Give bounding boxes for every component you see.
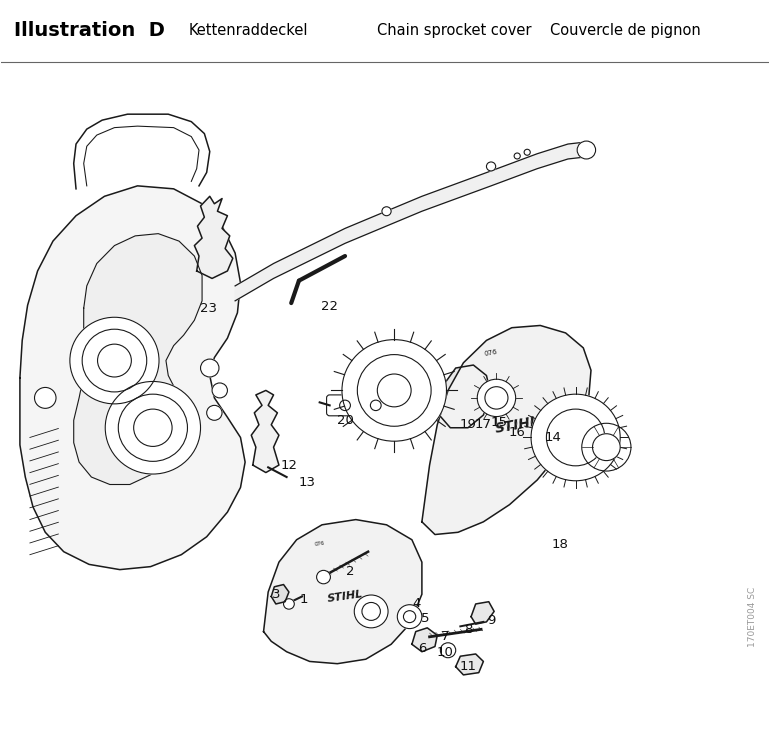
- Polygon shape: [271, 584, 289, 604]
- Polygon shape: [235, 143, 581, 301]
- Circle shape: [524, 150, 531, 156]
- Circle shape: [357, 355, 431, 426]
- Circle shape: [105, 381, 200, 474]
- Circle shape: [362, 602, 380, 620]
- Circle shape: [547, 409, 604, 466]
- Text: STIHL: STIHL: [326, 589, 363, 604]
- Text: 170ET004 SC: 170ET004 SC: [748, 586, 757, 647]
- Text: 12: 12: [280, 459, 297, 471]
- Text: 6: 6: [417, 642, 426, 654]
- Circle shape: [377, 374, 411, 407]
- Text: STIHL: STIHL: [494, 414, 541, 435]
- Text: Illustration  D: Illustration D: [14, 21, 165, 40]
- Circle shape: [119, 394, 187, 462]
- Circle shape: [403, 610, 416, 622]
- Circle shape: [212, 383, 227, 398]
- Polygon shape: [422, 325, 591, 535]
- Text: 5: 5: [420, 613, 429, 625]
- Circle shape: [593, 434, 620, 461]
- Circle shape: [340, 400, 350, 411]
- Circle shape: [70, 317, 159, 404]
- Circle shape: [485, 387, 508, 409]
- Circle shape: [316, 571, 330, 583]
- Circle shape: [487, 162, 496, 171]
- Text: Kettenraddeckel: Kettenraddeckel: [189, 23, 309, 38]
- Text: Chain sprocket cover: Chain sprocket cover: [377, 23, 532, 38]
- Text: 4: 4: [412, 597, 420, 610]
- Text: 18: 18: [552, 538, 569, 551]
- Text: 16: 16: [509, 426, 526, 439]
- Text: 076: 076: [484, 349, 498, 358]
- Circle shape: [382, 206, 391, 215]
- Text: Couvercle de pignon: Couvercle de pignon: [551, 23, 701, 38]
- Text: 2: 2: [346, 565, 355, 578]
- Circle shape: [134, 409, 172, 447]
- Text: 14: 14: [544, 431, 561, 444]
- Text: 3: 3: [272, 588, 280, 601]
- Text: 7: 7: [440, 631, 449, 643]
- Text: 076: 076: [314, 541, 325, 548]
- Polygon shape: [20, 186, 245, 570]
- Circle shape: [397, 604, 422, 628]
- Circle shape: [582, 423, 631, 471]
- Text: 22: 22: [321, 300, 338, 313]
- Text: 17: 17: [475, 418, 492, 432]
- Circle shape: [82, 329, 147, 392]
- Text: 9: 9: [487, 614, 495, 627]
- Circle shape: [578, 141, 596, 159]
- Polygon shape: [437, 365, 491, 428]
- Circle shape: [35, 387, 56, 408]
- Circle shape: [98, 344, 132, 377]
- Text: 20: 20: [336, 414, 353, 427]
- Circle shape: [531, 394, 620, 481]
- Circle shape: [206, 405, 222, 420]
- Text: 11: 11: [460, 660, 477, 673]
- Text: 1: 1: [300, 593, 309, 606]
- Circle shape: [354, 595, 388, 628]
- Circle shape: [440, 643, 456, 657]
- Text: 8: 8: [464, 623, 472, 636]
- Circle shape: [370, 400, 381, 411]
- Circle shape: [283, 598, 294, 609]
- Polygon shape: [471, 601, 494, 624]
- Polygon shape: [251, 390, 279, 473]
- Polygon shape: [194, 196, 233, 278]
- Circle shape: [200, 359, 219, 377]
- Circle shape: [514, 153, 521, 159]
- Text: 10: 10: [437, 646, 454, 659]
- Polygon shape: [74, 233, 202, 485]
- Polygon shape: [412, 628, 437, 652]
- Polygon shape: [263, 520, 422, 663]
- Polygon shape: [456, 654, 484, 675]
- Circle shape: [342, 340, 447, 441]
- Text: 23: 23: [199, 301, 216, 315]
- Circle shape: [477, 379, 516, 417]
- Text: 13: 13: [298, 476, 315, 488]
- FancyBboxPatch shape: [326, 395, 394, 416]
- Text: 15: 15: [490, 416, 507, 429]
- Text: 19: 19: [460, 418, 477, 432]
